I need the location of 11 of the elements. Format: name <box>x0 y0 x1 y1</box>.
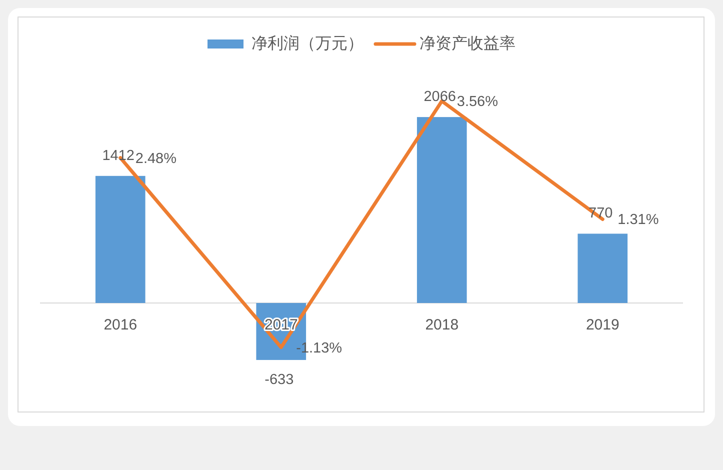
legend-label: 净利润（万元） <box>252 36 364 52</box>
data-label: -633 <box>264 372 294 388</box>
data-label: 1412 <box>102 148 134 164</box>
x-tick-label: 2019 <box>586 316 620 334</box>
x-tick-label: 2016 <box>104 316 138 334</box>
data-label: 1.31% <box>618 212 659 228</box>
data-label: 2.48% <box>135 150 176 167</box>
x-tick-label: 2018 <box>425 316 459 334</box>
legend-label: 净资产收益率 <box>420 36 516 52</box>
data-label: 2066 <box>424 89 456 106</box>
data-label: 3.56% <box>456 94 498 110</box>
